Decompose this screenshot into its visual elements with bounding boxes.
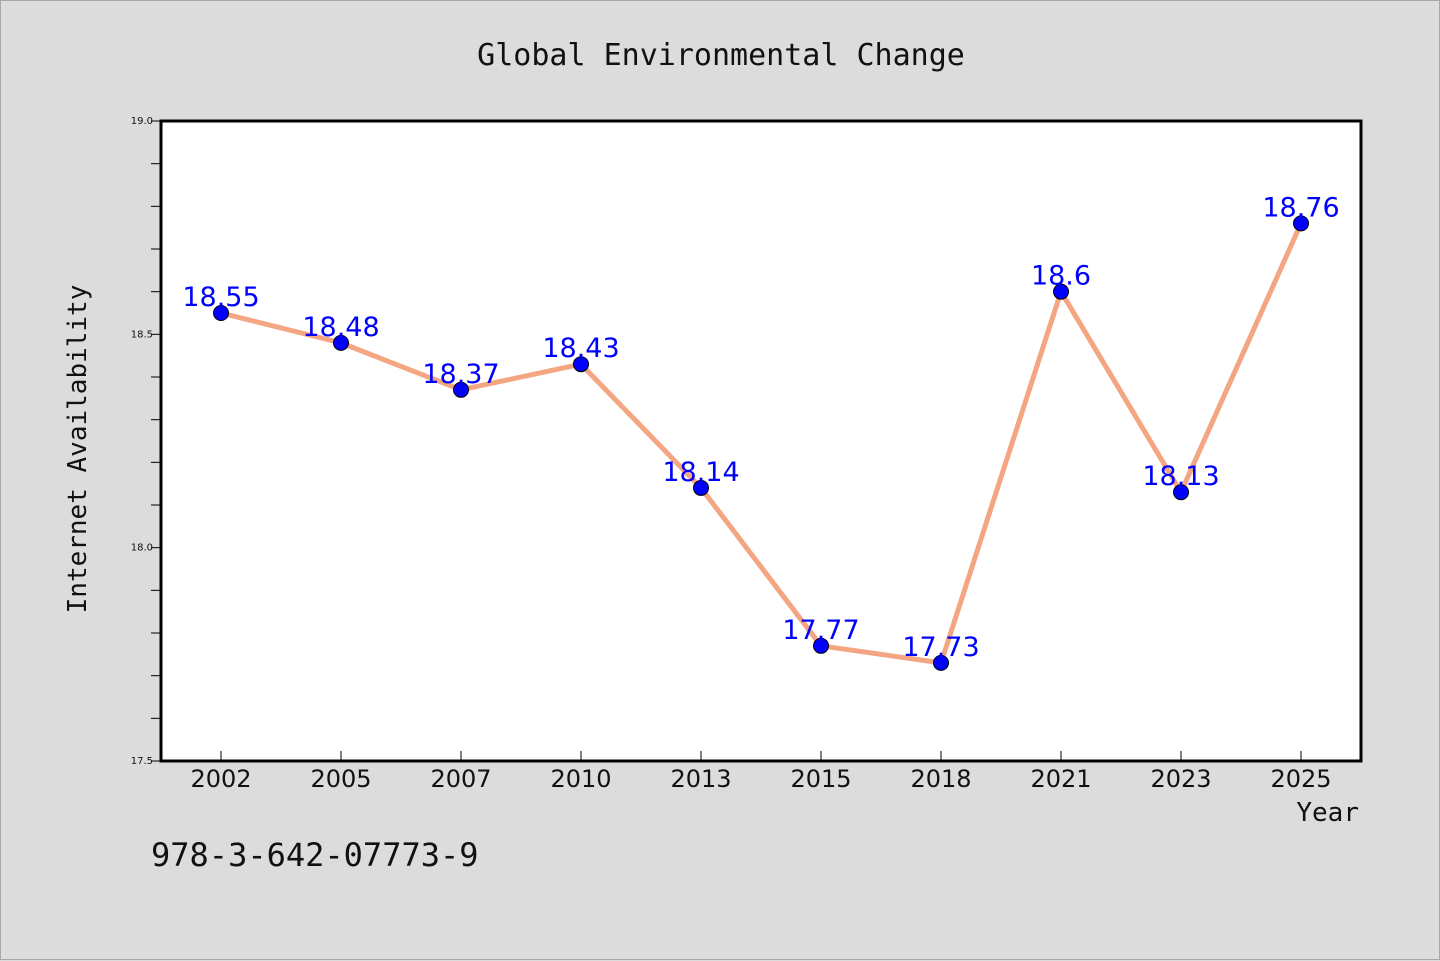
y-axis-label: Internet Availability [63,285,93,614]
isbn-code: 978-3-642-07773-9 [151,836,479,874]
x-tick-label: 2018 [910,765,971,793]
x-axis-label: Year [1296,798,1359,828]
chart-title: Global Environmental Change [477,38,965,73]
data-label: 18.76 [1262,192,1339,223]
y-tick-label: 18.0 [131,543,153,554]
y-tick-label: 17.5 [131,756,153,767]
data-label: 18.43 [542,333,619,364]
data-point [933,654,949,671]
x-axis: 2002 2005 2007 2010 2013 2015 2018 2021 2023 2025 [190,751,1332,793]
x-tick-label: 2025 [1270,765,1331,793]
x-tick-label: 2015 [790,765,851,793]
data-label: 18.6 [1031,261,1091,292]
x-tick-label: 2005 [310,765,371,793]
x-tick-label: 2007 [430,765,491,793]
x-tick-label: 2021 [1030,765,1091,793]
data-point [1173,484,1189,501]
data-point [453,381,469,398]
data-point [333,334,349,351]
series-layer: 18.55 18.48 18.37 18.43 18.14 17.77 17.73 18.6 1… [182,192,1340,671]
data-label: 17.73 [902,632,979,663]
data-point [213,305,229,321]
data-label: 18.13 [1142,461,1219,492]
plot-area [159,119,1363,763]
data-label: 17.77 [782,615,859,646]
x-tick-label: 2010 [550,765,611,793]
y-tick-label: 19.0 [131,116,153,127]
data-point [693,479,709,496]
data-label: 18.48 [302,312,379,343]
data-point [1293,215,1309,232]
x-tick-label: 2013 [670,765,731,793]
x-tick-label: 2023 [1150,765,1211,793]
data-point [573,356,589,373]
y-axis: 17.5 18.0 18.5 19.0 [131,116,161,767]
data-label: 18.55 [182,282,259,313]
series-line [218,220,1304,666]
data-point [1053,283,1069,300]
data-point [813,637,829,654]
y-tick-label: 18.5 [131,329,153,340]
data-label: 18.14 [662,457,739,488]
data-label: 18.37 [422,359,499,390]
x-tick-label: 2002 [190,765,251,793]
